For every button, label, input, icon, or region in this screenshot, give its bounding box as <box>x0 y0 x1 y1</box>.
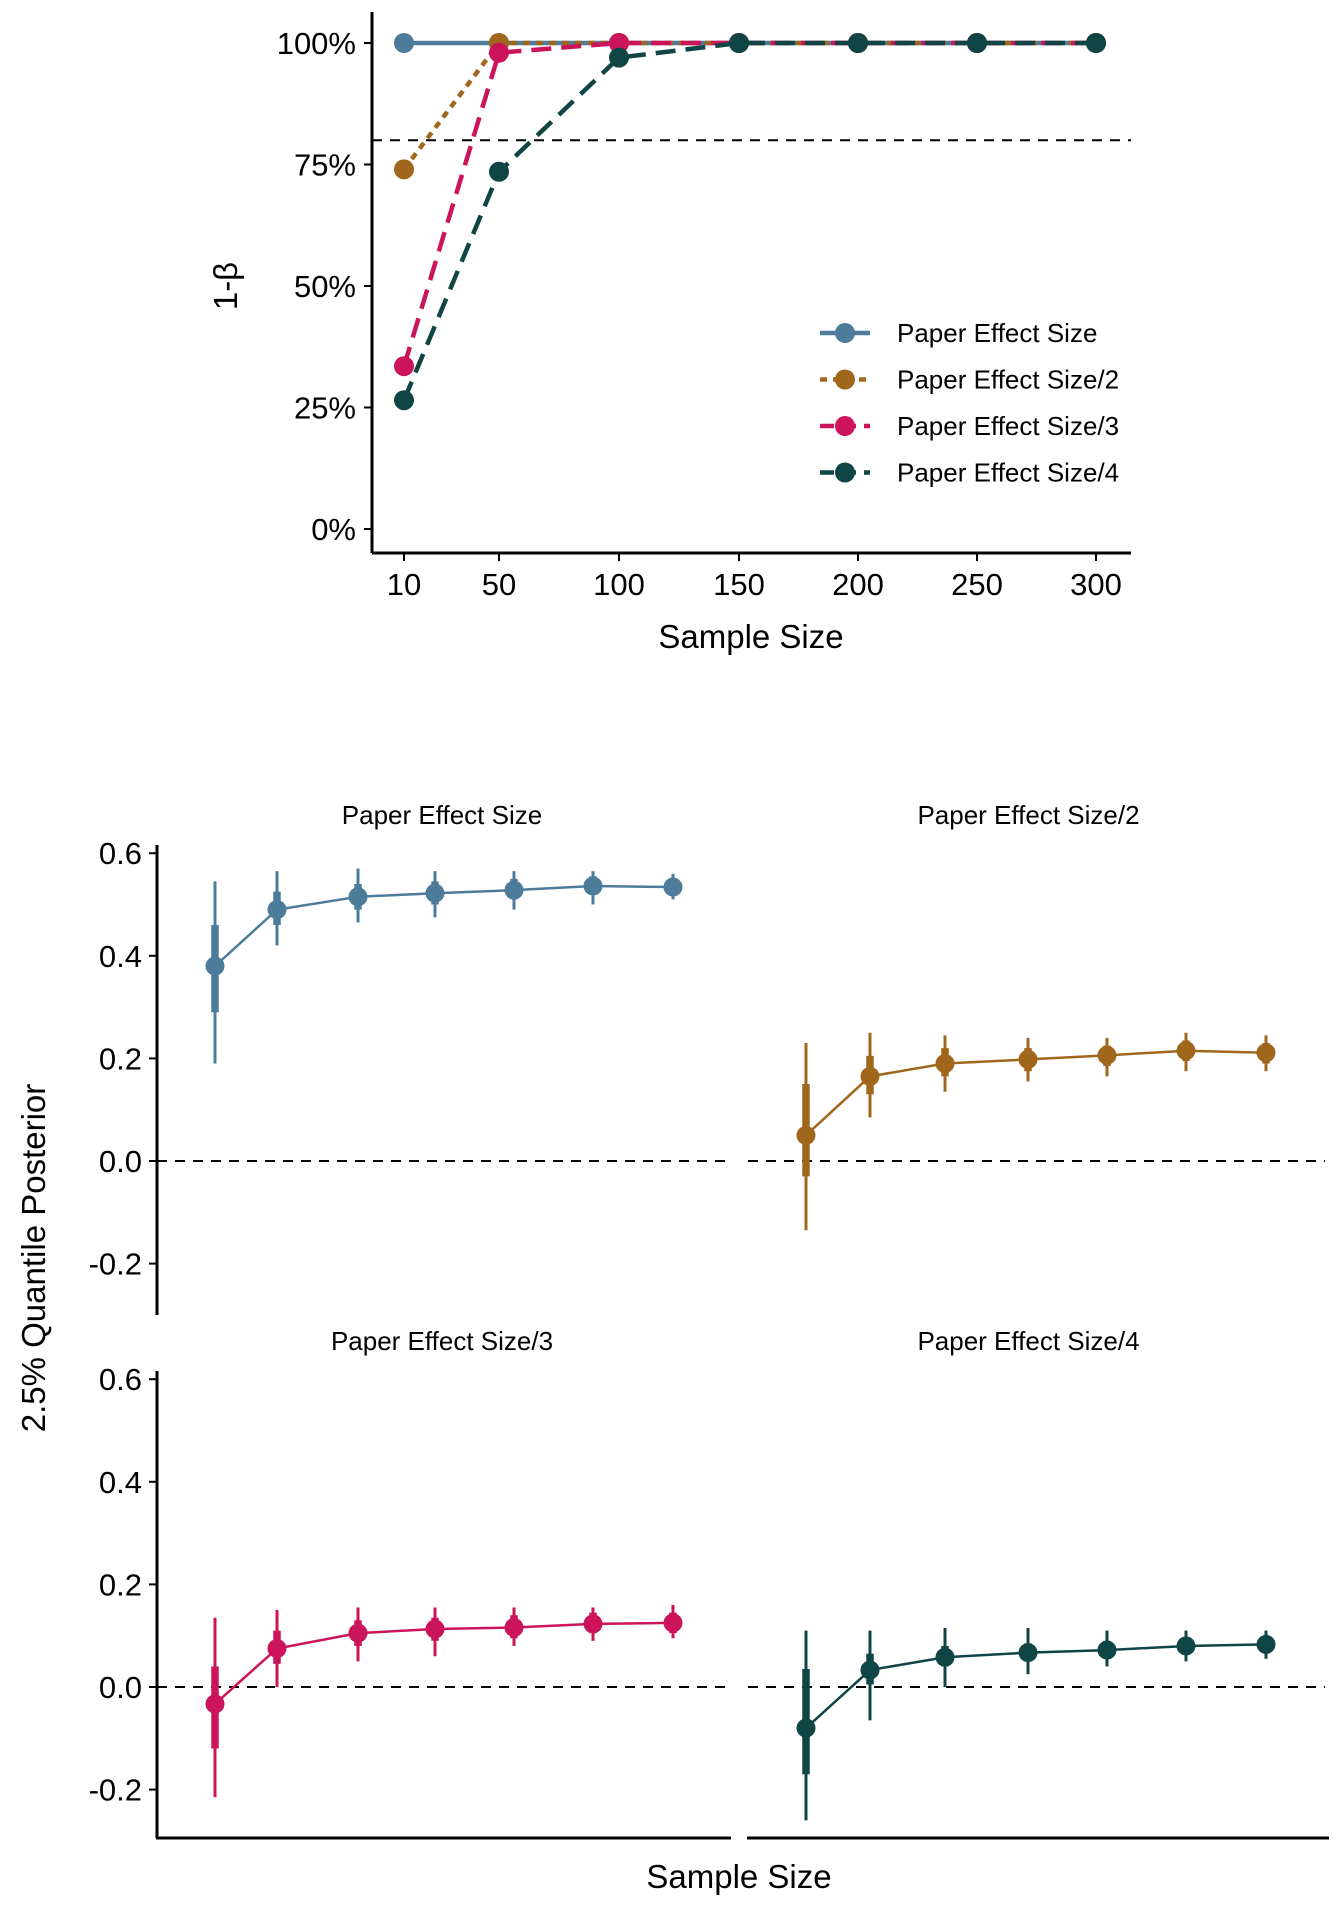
median-point <box>583 876 603 896</box>
median-point <box>267 900 287 920</box>
y-tick-label: 0.0 <box>99 1144 142 1179</box>
data-point-paper-effect-size-3 <box>394 356 414 377</box>
y-tick-label: 0.6 <box>99 836 142 871</box>
y-tick-label: 0.4 <box>99 939 142 974</box>
facet-panel-paper-effect-size: Paper Effect Size -0.2 0.0 0.2 0.4 0.6 <box>89 800 727 1315</box>
data-point-paper-effect-size-3 <box>609 33 629 53</box>
median-point <box>663 877 683 897</box>
y-tick-label: 75% <box>294 148 356 183</box>
y-tick-label: -0.2 <box>89 1773 142 1808</box>
y-tick-label: 50% <box>294 269 356 304</box>
median-point <box>205 1694 225 1714</box>
median-point <box>1256 1043 1276 1063</box>
median-point <box>860 1066 880 1086</box>
median-point <box>1018 1643 1038 1663</box>
data-point-paper-effect-size-4 <box>967 33 987 53</box>
facet-panel-paper-effect-size-4: Paper Effect Size/4 <box>747 1326 1329 1840</box>
data-point-paper-effect-size-4 <box>609 47 629 68</box>
median-point <box>935 1647 955 1667</box>
legend-label: Paper Effect Size <box>897 318 1097 348</box>
median-line <box>214 1621 674 1705</box>
facet-title: Paper Effect Size/4 <box>917 1326 1139 1356</box>
data-point-paper-effect-size-2 <box>394 159 414 180</box>
median-point <box>1018 1049 1038 1069</box>
x-tick-label: 10 <box>387 567 421 602</box>
facet-title: Paper Effect Size/2 <box>917 800 1139 830</box>
median-point <box>860 1660 880 1680</box>
x-axis-title: Sample Size <box>646 1858 831 1895</box>
y-tick-label: 0.0 <box>99 1670 142 1705</box>
data-point-paper-effect-size-4 <box>1086 33 1106 53</box>
median-point <box>348 887 368 907</box>
y-tick-label: 25% <box>294 391 356 426</box>
median-point <box>425 883 445 903</box>
x-tick-label: 300 <box>1070 567 1122 602</box>
x-tick-label: 50 <box>482 567 516 602</box>
median-point <box>935 1054 955 1074</box>
median-point <box>1097 1045 1117 1065</box>
legend-label: Paper Effect Size/3 <box>897 411 1119 441</box>
legend-key-point <box>835 416 855 436</box>
y-axis-title: 1-β <box>207 262 244 310</box>
median-point <box>1256 1634 1276 1654</box>
data-point-paper-effect-size-3 <box>489 42 509 63</box>
data-point-paper-effect-size-4 <box>848 33 868 53</box>
median-point <box>504 1617 524 1637</box>
x-tick-label: 200 <box>832 567 884 602</box>
y-tick-label: 100% <box>277 26 356 61</box>
median-point <box>504 880 524 900</box>
y-tick-label: 0.6 <box>99 1362 142 1397</box>
legend-label: Paper Effect Size/4 <box>897 458 1119 488</box>
median-point <box>267 1639 287 1659</box>
x-tick-label: 100 <box>593 567 645 602</box>
median-point <box>1176 1041 1196 1061</box>
median-point <box>663 1613 683 1633</box>
legend-label: Paper Effect Size/2 <box>897 365 1119 395</box>
y-tick-label: -0.2 <box>89 1247 142 1282</box>
y-tick-label: 0.2 <box>99 1041 142 1076</box>
x-tick-label: 150 <box>713 567 765 602</box>
median-line <box>214 884 674 967</box>
median-point <box>796 1718 816 1738</box>
median-point <box>425 1619 445 1639</box>
series-line-paper-effect-size-2 <box>402 40 1096 171</box>
legend-key-point <box>835 369 855 390</box>
x-tick-label: 250 <box>951 567 1003 602</box>
data-point-paper-effect-size-4 <box>729 33 749 53</box>
y-tick-label: 0% <box>311 512 356 547</box>
data-point-paper-effect-size-4 <box>394 390 414 411</box>
median-point <box>583 1614 603 1634</box>
facet-panel-paper-effect-size-2: Paper Effect Size/2 <box>748 800 1325 1231</box>
facet-panel-paper-effect-size-3: Paper Effect Size/3 -0.2 0.0 0.2 0.4 0.6 <box>89 1326 731 1840</box>
x-axis-title: Sample Size <box>658 618 843 655</box>
data-point-paper-effect-size-4 <box>489 161 509 182</box>
facet-title: Paper Effect Size <box>342 800 542 830</box>
median-point <box>205 956 225 976</box>
legend-key-point <box>835 323 855 343</box>
median-point <box>796 1125 816 1145</box>
median-point <box>1176 1636 1196 1656</box>
y-tick-label: 0.4 <box>99 1465 142 1500</box>
median-point <box>348 1623 368 1643</box>
y-tick-label: 0.2 <box>99 1567 142 1602</box>
legend-key-point <box>835 462 855 483</box>
power-curve-chart: 0% 25% 50% 75% 100% 10 50 100 150 200 250 300 Sample… <box>207 12 1131 655</box>
data-point-paper-effect-size <box>394 33 414 53</box>
median-point <box>1097 1640 1117 1660</box>
y-axis-title: 2.5% Quantile Posterior <box>15 1084 52 1433</box>
facet-title: Paper Effect Size/3 <box>331 1326 553 1356</box>
